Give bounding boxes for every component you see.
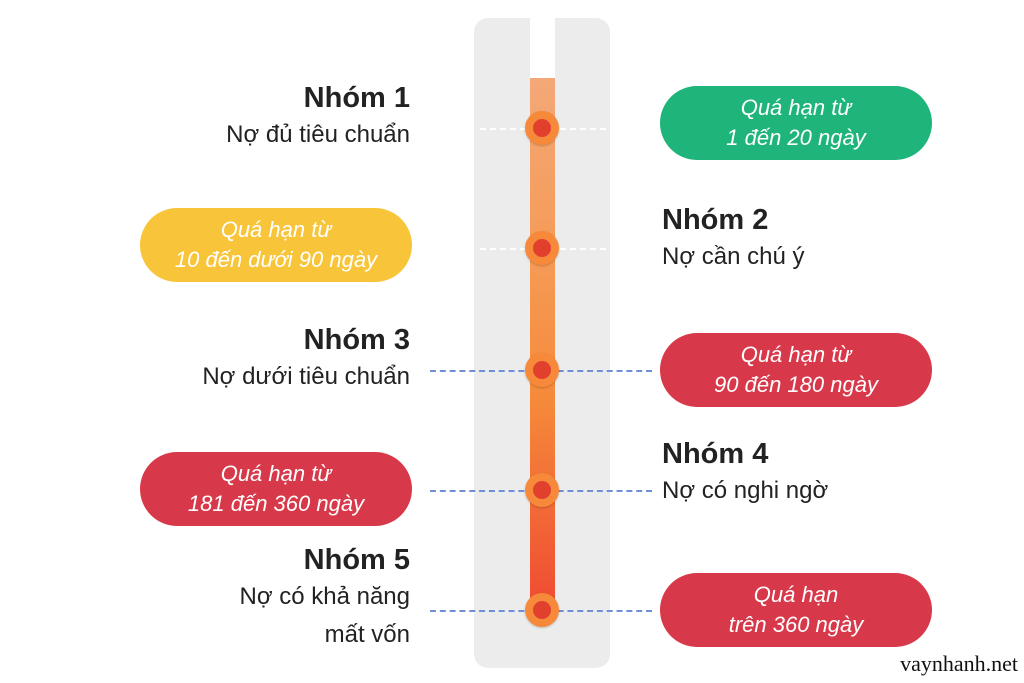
timeline-bar [530,78,555,613]
group-desc: mất vốn [324,621,410,648]
group-5-label: Nhóm 5 Nợ có khả năng mất vốn [110,542,410,654]
watermark: vaynhanh.net [900,651,1018,676]
pill-line: Quá hạn từ [220,461,332,486]
group-title: Nhóm 1 [303,82,410,114]
group-title: Nhóm 5 [303,544,410,576]
pill-line: Quá hạn từ [740,95,852,120]
group-4-overdue-pill: Quá hạn từ 181 đến 360 ngày [140,452,412,526]
pill-line: 1 đến 20 ngày [726,125,866,150]
timeline-node-1 [525,111,559,145]
group-2-label: Nhóm 2 Nợ cần chú ý [662,202,962,276]
group-title: Nhóm 4 [662,438,769,470]
group-title: Nhóm 2 [662,204,769,236]
group-desc: Nợ có nghi ngờ [662,477,829,504]
timeline-node-4 [525,473,559,507]
pill-line: 10 đến dưới 90 ngày [174,247,378,272]
group-desc: Nợ dưới tiêu chuẩn [202,363,410,390]
pill-line: trên 360 ngày [728,612,864,637]
group-desc: Nợ đủ tiêu chuẩn [226,121,410,148]
group-4-label: Nhóm 4 Nợ có nghi ngờ [662,436,962,510]
group-3-label: Nhóm 3 Nợ dưới tiêu chuẩn [110,322,410,396]
group-2-overdue-pill: Quá hạn từ 10 đến dưới 90 ngày [140,208,412,282]
group-3-overdue-pill: Quá hạn từ 90 đến 180 ngày [660,333,932,407]
group-desc: Nợ cần chú ý [662,243,805,270]
pill-line: 181 đến 360 ngày [187,491,365,516]
group-1-overdue-pill: Quá hạn từ 1 đến 20 ngày [660,86,932,160]
timeline-node-2 [525,231,559,265]
pill-line: Quá hạn từ [740,342,852,367]
timeline-node-3 [525,353,559,387]
group-5-overdue-pill: Quá hạn trên 360 ngày [660,573,932,647]
track-slot [530,18,555,78]
pill-line: Quá hạn từ [220,217,332,242]
group-desc: Nợ có khả năng [239,583,410,610]
pill-line: 90 đến 180 ngày [714,372,878,397]
group-1-label: Nhóm 1 Nợ đủ tiêu chuẩn [110,80,410,154]
timeline-node-5 [525,593,559,627]
pill-line: Quá hạn [753,582,839,607]
group-title: Nhóm 3 [303,324,410,356]
